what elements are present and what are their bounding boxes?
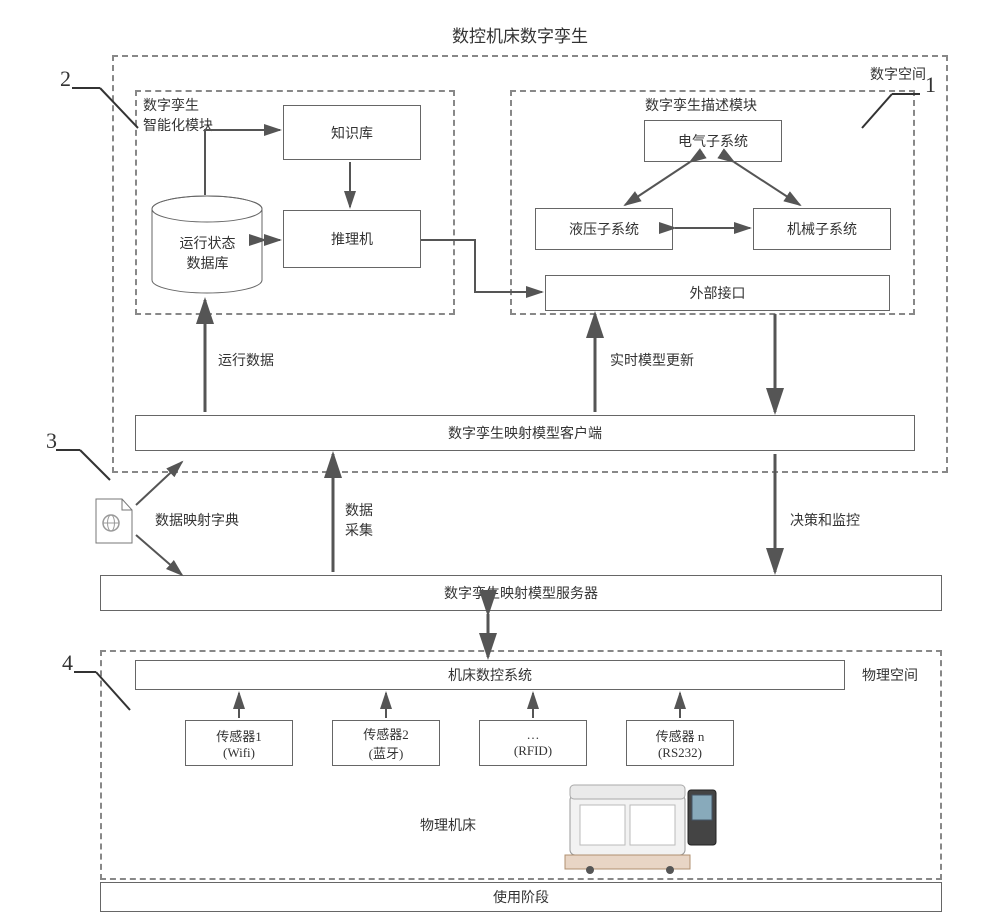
physical-space-label: 物理空间 (862, 665, 918, 685)
sensor-1-label: 传感器1 (Wifi) (216, 726, 262, 761)
runtime-db-label: 运行状态 数据库 (160, 233, 255, 273)
knowledge-base-label: 知识库 (331, 123, 373, 143)
electrical-label: 电气子系统 (678, 131, 748, 151)
diagram-title: 数控机床数字孪生 (400, 22, 640, 47)
document-icon (92, 495, 138, 547)
mapping-dict-label: 数据映射字典 (155, 510, 239, 530)
sensor-2-label: 传感器2 (蓝牙) (363, 724, 409, 762)
sensor-3-label: … (RFID) (514, 727, 552, 759)
interface-box: 外部接口 (545, 275, 890, 311)
cnc-system-label: 机床数控系统 (448, 665, 532, 685)
desc-module-title: 数字孪生描述模块 (645, 95, 757, 115)
sensor-3-box: … (RFID) (479, 720, 587, 766)
model-update-label: 实时模型更新 (610, 350, 694, 370)
client-box: 数字孪生映射模型客户端 (135, 415, 915, 451)
server-label: 数字孪生映射模型服务器 (444, 583, 598, 603)
callout-3: 3 (46, 428, 57, 454)
sensor-1-box: 传感器1 (Wifi) (185, 720, 293, 766)
client-label: 数字孪生映射模型客户端 (448, 423, 602, 443)
hydraulic-box: 液压子系统 (535, 208, 673, 250)
usage-stage-label: 使用阶段 (493, 887, 549, 907)
inference-engine-box: 推理机 (283, 210, 421, 268)
decision-label: 决策和监控 (790, 510, 860, 530)
sensor-4-box: 传感器 n (RS232) (626, 720, 734, 766)
digital-space-label: 数字空间 (870, 64, 926, 84)
sensor-2-box: 传感器2 (蓝牙) (332, 720, 440, 766)
knowledge-base-box: 知识库 (283, 105, 421, 160)
electrical-box: 电气子系统 (644, 120, 782, 162)
mechanical-label: 机械子系统 (787, 219, 857, 239)
cnc-machine-icon (560, 775, 730, 875)
cnc-system-box: 机床数控系统 (135, 660, 845, 690)
sensor-4-label: 传感器 n (RS232) (656, 726, 705, 761)
server-box: 数字孪生映射模型服务器 (100, 575, 942, 611)
hydraulic-label: 液压子系统 (569, 219, 639, 239)
callout-2: 2 (60, 66, 71, 92)
run-data-label: 运行数据 (218, 350, 274, 370)
callout-4: 4 (62, 650, 73, 676)
inference-engine-label: 推理机 (331, 229, 373, 249)
interface-label: 外部接口 (690, 283, 746, 303)
intel-module-title: 数字孪生 智能化模块 (143, 95, 213, 135)
physical-machine-label: 物理机床 (420, 815, 476, 835)
mechanical-box: 机械子系统 (753, 208, 891, 250)
usage-stage-box: 使用阶段 (100, 882, 942, 912)
data-collect-label: 数据 采集 (345, 500, 373, 540)
